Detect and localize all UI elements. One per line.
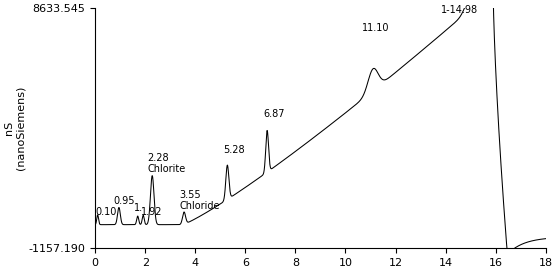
- Text: 1.: 1.: [134, 203, 144, 213]
- Text: 3.55
Chloride: 3.55 Chloride: [180, 190, 220, 211]
- Text: 5.28: 5.28: [223, 145, 245, 155]
- Text: 2.28
Chlorite: 2.28 Chlorite: [148, 153, 186, 174]
- Text: 6.87: 6.87: [263, 109, 285, 119]
- Text: 0.10: 0.10: [96, 207, 117, 217]
- Text: 0.95: 0.95: [113, 196, 135, 206]
- Text: 1.92: 1.92: [141, 207, 163, 217]
- Y-axis label: nS
(nanoSiemens): nS (nanoSiemens): [4, 86, 26, 170]
- Text: 11.10: 11.10: [361, 23, 389, 33]
- Text: 1-14.98: 1-14.98: [441, 5, 478, 15]
